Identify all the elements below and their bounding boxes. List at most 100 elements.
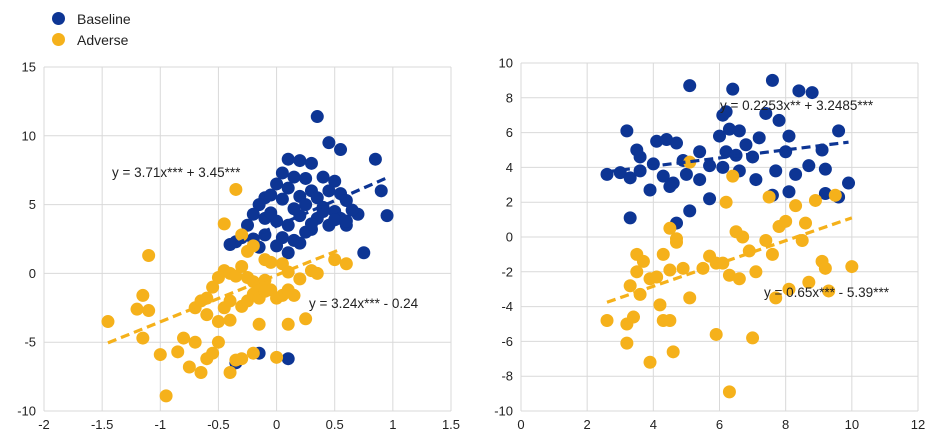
data-point-adverse xyxy=(246,346,260,360)
data-point-adverse xyxy=(310,266,324,280)
data-point-adverse xyxy=(600,314,614,328)
data-point-adverse xyxy=(736,230,750,244)
y-tick-label: -8 xyxy=(501,369,513,384)
data-point-baseline xyxy=(679,167,693,181)
chart-1: -10 -5 0 5 10 15 -2 -1.5 -1 -0.5 0 0.5 1 1.5 y = 3.71x… xyxy=(17,60,460,433)
data-point-baseline xyxy=(623,171,637,185)
data-point-adverse xyxy=(663,221,677,235)
data-point-baseline xyxy=(805,86,819,100)
data-point-adverse xyxy=(623,279,637,293)
data-point-baseline xyxy=(270,239,284,253)
data-point-baseline xyxy=(693,145,707,159)
data-point-adverse xyxy=(328,253,342,267)
regression-equation: y = 3.71x*** + 3.45*** xyxy=(112,165,241,180)
data-point-adverse xyxy=(683,291,697,305)
data-point-adverse xyxy=(142,249,156,263)
data-point-adverse xyxy=(142,304,156,318)
data-point-baseline xyxy=(719,105,733,119)
data-point-adverse xyxy=(252,317,266,331)
x-tick-label: 4 xyxy=(650,417,657,432)
data-point-baseline xyxy=(275,192,289,206)
data-point-adverse xyxy=(746,331,760,345)
x-tick-label: 1.5 xyxy=(442,417,460,432)
data-point-baseline xyxy=(792,84,806,98)
x-tick-label: 2 xyxy=(584,417,591,432)
data-point-adverse xyxy=(223,294,237,308)
legend: Baseline Adverse xyxy=(52,8,131,50)
data-point-adverse xyxy=(822,284,836,298)
y-tick-label: 0 xyxy=(29,266,36,281)
data-point-adverse xyxy=(636,254,650,268)
data-point-adverse xyxy=(762,190,776,204)
y-tick-label: -4 xyxy=(501,299,513,314)
data-point-adverse xyxy=(676,261,690,275)
data-point-adverse xyxy=(620,336,634,350)
legend-item-baseline[interactable]: Baseline xyxy=(52,8,131,29)
legend-label-adverse: Adverse xyxy=(77,31,129,48)
data-point-adverse xyxy=(643,355,657,369)
data-point-baseline xyxy=(752,131,766,145)
data-point-adverse xyxy=(130,302,144,316)
data-point-adverse xyxy=(200,291,214,305)
x-tick-label: -1 xyxy=(155,417,167,432)
x-tick-label: 10 xyxy=(845,417,859,432)
data-point-baseline xyxy=(310,110,324,124)
data-point-adverse xyxy=(101,315,115,329)
data-point-baseline xyxy=(620,124,634,138)
data-point-baseline xyxy=(223,238,237,252)
y-tick-label: 5 xyxy=(29,197,36,212)
data-point-baseline xyxy=(832,124,846,138)
data-point-adverse xyxy=(241,244,254,258)
y-tick-label: -10 xyxy=(17,404,36,419)
data-point-baseline xyxy=(246,207,260,221)
data-point-baseline xyxy=(322,136,336,150)
data-point-baseline xyxy=(818,162,832,176)
data-point-adverse xyxy=(159,389,173,403)
chart-2: -10 -8 -6 -4 -2 0 2 4 6 8 10 0 2 4 6 8 10 12 y = 0.2253x**… xyxy=(494,56,925,433)
data-point-baseline xyxy=(281,352,295,366)
data-point-baseline xyxy=(322,184,336,198)
data-point-baseline xyxy=(656,169,670,183)
legend-marker-adverse xyxy=(52,33,65,46)
data-point-adverse xyxy=(299,312,313,326)
data-point-baseline xyxy=(270,177,284,191)
y-tick-label: 2 xyxy=(506,195,513,210)
y-tick-label: 0 xyxy=(506,230,513,245)
data-point-adverse xyxy=(188,335,202,349)
data-point-baseline xyxy=(345,203,359,217)
data-point-adverse xyxy=(235,228,249,242)
data-point-baseline xyxy=(281,218,295,232)
data-point-adverse xyxy=(802,275,816,289)
data-point-adverse xyxy=(669,232,683,246)
data-point-baseline xyxy=(749,173,763,187)
data-point-adverse xyxy=(171,345,185,359)
data-point-baseline xyxy=(328,174,342,188)
data-point-adverse xyxy=(653,298,667,312)
data-point-baseline xyxy=(357,246,371,260)
data-point-adverse xyxy=(828,188,842,202)
data-point-baseline xyxy=(374,184,388,198)
data-point-baseline xyxy=(782,129,796,143)
data-point-baseline xyxy=(281,246,295,260)
data-point-adverse xyxy=(630,265,644,279)
data-point-baseline xyxy=(293,236,307,250)
data-point-baseline xyxy=(281,152,295,166)
data-point-baseline xyxy=(842,176,856,190)
data-point-adverse xyxy=(769,291,783,305)
data-point-adverse xyxy=(782,282,796,296)
regression-equation: y = 0.65x*** - 5.39*** xyxy=(764,285,890,300)
data-point-adverse xyxy=(200,308,214,322)
trendline-adverse xyxy=(606,216,853,304)
legend-item-adverse[interactable]: Adverse xyxy=(52,29,131,50)
data-point-adverse xyxy=(732,272,746,286)
y-tick-label: 10 xyxy=(22,128,36,143)
data-point-adverse xyxy=(206,346,220,360)
data-point-baseline xyxy=(789,167,803,181)
y-tick-label: 15 xyxy=(22,60,36,75)
data-point-adverse xyxy=(339,257,353,271)
x-tick-label: -0.5 xyxy=(207,417,229,432)
data-point-baseline xyxy=(739,138,753,152)
data-point-adverse xyxy=(177,331,191,345)
data-point-baseline xyxy=(643,183,657,197)
data-point-baseline xyxy=(769,164,783,178)
